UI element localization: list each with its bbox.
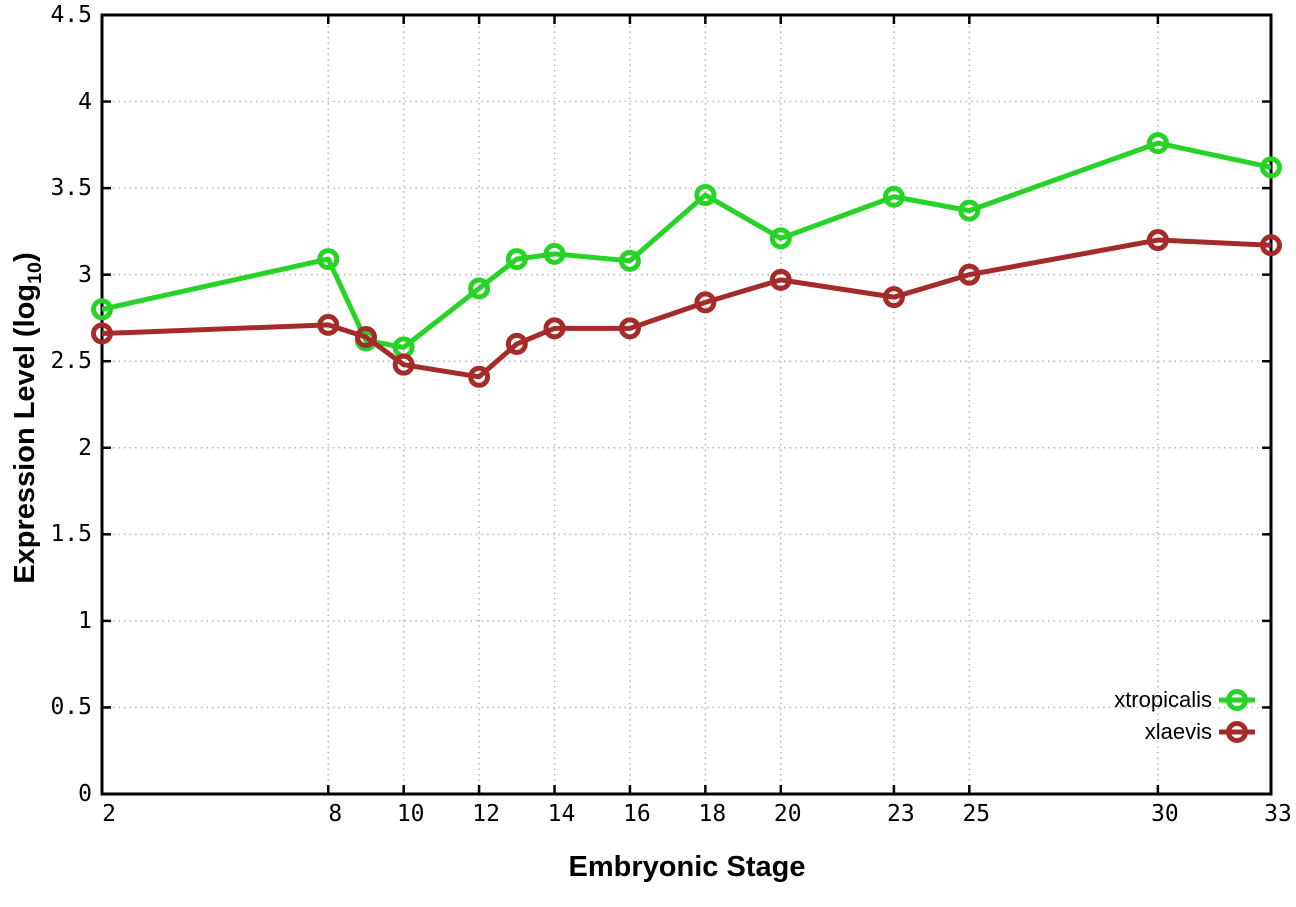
y-tick-label-3.5: 3.5 — [50, 175, 92, 202]
y-tick-label-0: 0 — [78, 781, 92, 807]
marker-xlaevis-stage-23 — [882, 286, 905, 309]
marker-xlaevis-stage-25 — [958, 263, 981, 286]
x-tick-label-8: 8 — [328, 801, 343, 827]
y-axis-title-text: Expression Level (log — [9, 283, 42, 584]
x-tick-label-12: 12 — [472, 801, 500, 827]
y-tick-label-1: 1 — [78, 607, 92, 634]
x-tick-label-14: 14 — [547, 801, 576, 827]
x-tick-label-2: 2 — [102, 801, 116, 827]
marker-xtropicalis-stage-30 — [1146, 132, 1169, 155]
x-tick-label-25: 25 — [962, 801, 991, 827]
marker-xtropicalis-stage-25 — [958, 199, 981, 222]
legend-label-xlaevis: xlaevis — [1144, 719, 1212, 744]
x-tick-label-20: 20 — [773, 801, 802, 827]
legend-sample-marker-xtropicalis — [1226, 689, 1248, 711]
series-line-xlaevis — [101, 237, 1272, 380]
legend-label-xtropicalis: xtropicalis — [1114, 687, 1212, 712]
x-tick-label-33: 33 — [1264, 801, 1292, 827]
marker-xlaevis-stage-18 — [694, 291, 717, 314]
marker-xtropicalis-stage-16 — [618, 249, 641, 272]
y-tick-label-0.5: 0.5 — [50, 694, 92, 721]
marker-xlaevis-stage-2 — [91, 322, 113, 345]
y-axis-title-close: ) — [9, 252, 42, 262]
y-axis-title-subscript: 10 — [23, 261, 46, 284]
marker-xlaevis-stage-12 — [468, 365, 491, 388]
marker-xtropicalis-stage-8 — [317, 248, 340, 271]
y-tick-label-2.5: 2.5 — [50, 348, 92, 375]
marker-xtropicalis-stage-20 — [769, 227, 792, 250]
x-axis-title: Embryonic Stage — [568, 851, 806, 883]
x-tick-label-10: 10 — [396, 801, 425, 827]
marker-xlaevis-stage-8 — [317, 313, 340, 336]
plot-border — [100, 13, 1273, 796]
series-line-xtropicalis — [101, 140, 1272, 350]
y-tick-label-3: 3 — [78, 261, 92, 288]
marker-xtropicalis-stage-12 — [468, 277, 491, 300]
legend-sample-marker-xlaevis — [1226, 721, 1248, 743]
y-tick-label-4.5: 4.5 — [50, 2, 92, 28]
x-tick-label-16: 16 — [623, 801, 651, 827]
marker-xlaevis-stage-20 — [769, 268, 792, 291]
marker-xtropicalis-stage-33 — [1260, 156, 1282, 179]
y-tick-label-1.5: 1.5 — [50, 521, 92, 548]
marker-xtropicalis-stage-14 — [543, 242, 566, 265]
marker-xlaevis-stage-33 — [1260, 234, 1282, 257]
marker-xlaevis-stage-30 — [1146, 229, 1169, 252]
marker-xtropicalis-stage-13 — [505, 248, 528, 271]
y-tick-label-4: 4 — [78, 88, 92, 115]
x-tick-label-18: 18 — [698, 801, 727, 827]
marker-xlaevis-stage-14 — [543, 317, 566, 340]
marker-xlaevis-stage-9 — [354, 325, 377, 348]
y-tick-label-2: 2 — [78, 434, 92, 461]
marker-xtropicalis-stage-23 — [882, 185, 905, 208]
marker-xtropicalis-stage-18 — [694, 184, 717, 207]
marker-xlaevis-stage-16 — [618, 317, 641, 340]
marker-xlaevis-stage-13 — [505, 332, 528, 355]
marker-xlaevis-stage-10 — [392, 353, 415, 376]
x-tick-label-30: 30 — [1151, 801, 1179, 827]
x-tick-label-23: 23 — [887, 801, 915, 827]
marker-xtropicalis-stage-2 — [91, 298, 113, 321]
